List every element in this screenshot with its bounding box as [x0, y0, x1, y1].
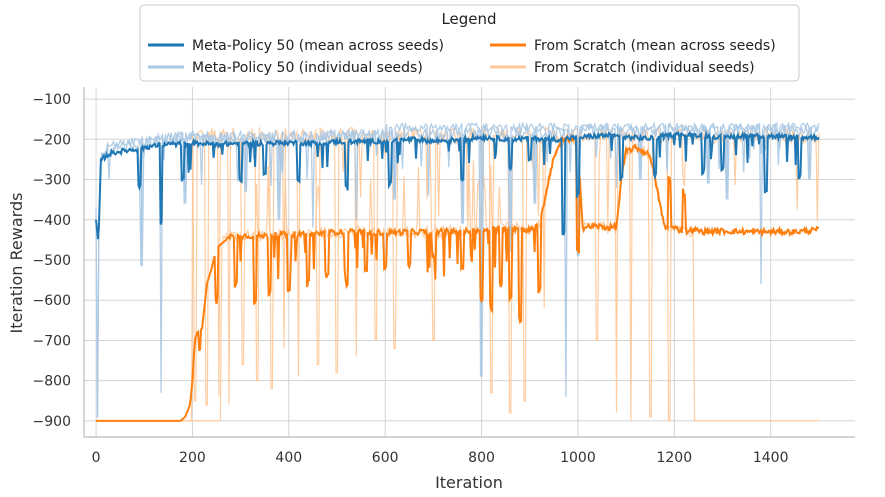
axes — [83, 87, 855, 438]
y-tick-label: −900 — [33, 414, 71, 430]
mean-line-meta-policy — [95, 129, 820, 240]
x-tick-label: 400 — [275, 450, 302, 466]
x-tick-label: 800 — [468, 450, 495, 466]
y-tick-label: −500 — [33, 253, 71, 269]
mean-line-from-scratch — [96, 133, 819, 422]
x-tick-label: 1200 — [656, 450, 692, 466]
legend-title: Legend — [441, 10, 496, 28]
x-tick-label: 1000 — [560, 450, 596, 466]
y-tick-label: −600 — [33, 293, 71, 309]
seed-line-from-scratch — [96, 125, 820, 422]
legend-entry-meta-mean: Meta-Policy 50 (mean across seeds) — [192, 38, 444, 54]
y-tick-label: −700 — [33, 333, 71, 349]
x-tick-label: 0 — [92, 450, 101, 466]
series-from-scratch-individual-seeds — [96, 125, 820, 422]
x-tick-label: 600 — [372, 450, 399, 466]
x-tick-label: 200 — [179, 450, 206, 466]
y-tick-label: −400 — [33, 213, 71, 229]
legend-box — [139, 4, 800, 82]
legend-entry-scratch-mean: From Scratch (mean across seeds) — [534, 38, 776, 54]
seed-line-meta-policy — [95, 122, 820, 417]
series-from-scratch-mean — [96, 133, 819, 422]
y-tick-label: −100 — [33, 92, 71, 108]
y-tick-label: −200 — [33, 132, 71, 148]
tick-labels: 0 200 400 600 800 1000 1200 1400 −900 −800 −700 −60… — [33, 92, 789, 466]
legend-entry-scratch-seeds: From Scratch (individual seeds) — [534, 60, 755, 76]
series-meta-policy-mean — [95, 129, 820, 240]
x-tick-label: 1400 — [753, 450, 789, 466]
legend-entry-meta-seeds: Meta-Policy 50 (individual seeds) — [192, 60, 423, 76]
y-tick-label: −800 — [33, 374, 71, 390]
y-axis-label: Iteration Rewards — [7, 193, 26, 334]
y-tick-label: −300 — [33, 173, 71, 189]
legend: Legend Meta-Policy 50 (mean across seeds… — [139, 4, 800, 82]
x-axis-label: Iteration — [435, 473, 503, 492]
